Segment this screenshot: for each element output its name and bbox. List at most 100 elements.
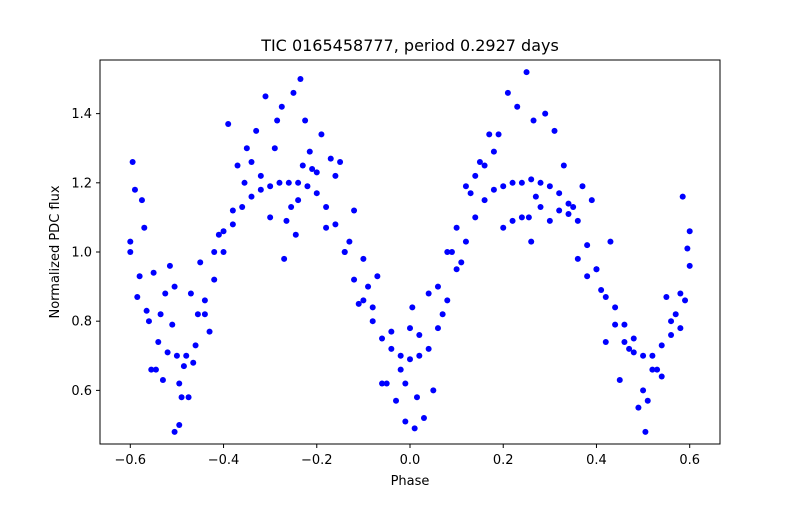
data-point <box>234 162 241 169</box>
data-point <box>176 380 183 387</box>
data-point <box>201 297 208 304</box>
data-point <box>626 345 633 352</box>
data-point <box>360 255 367 262</box>
data-point <box>588 197 595 204</box>
data-point <box>131 186 138 193</box>
data-point <box>129 159 136 166</box>
data-point <box>257 186 264 193</box>
y-axis-label: Normalized PDC flux <box>48 185 63 318</box>
data-point <box>509 217 516 224</box>
data-point <box>481 197 488 204</box>
data-point <box>148 366 155 373</box>
data-point <box>616 377 623 383</box>
data-point <box>374 273 381 280</box>
data-point <box>640 387 647 394</box>
data-point <box>157 311 164 318</box>
data-point <box>668 318 675 325</box>
data-point <box>302 117 309 124</box>
data-point <box>411 425 418 432</box>
data-point <box>677 325 684 332</box>
data-point <box>211 276 218 283</box>
data-point <box>504 89 511 96</box>
data-point <box>306 148 313 155</box>
data-point <box>346 238 353 245</box>
data-point <box>169 321 176 328</box>
data-point <box>574 217 581 224</box>
data-point <box>528 176 535 183</box>
data-point <box>248 193 255 200</box>
data-point <box>369 304 376 311</box>
data-points <box>127 69 693 435</box>
data-point <box>621 338 628 345</box>
data-point <box>239 204 246 211</box>
data-point <box>649 366 656 373</box>
data-point <box>416 352 423 359</box>
data-point <box>467 190 474 197</box>
data-point <box>458 259 465 266</box>
data-point <box>542 110 549 117</box>
data-point <box>229 221 236 228</box>
data-point <box>602 338 609 345</box>
data-point <box>201 311 208 318</box>
data-point <box>388 345 395 352</box>
data-point <box>525 214 532 221</box>
x-tick-label: −0.2 <box>301 453 333 468</box>
y-tick-label: 0.8 <box>71 315 92 330</box>
data-point <box>560 162 567 169</box>
data-point <box>365 283 372 290</box>
data-point <box>379 380 386 387</box>
data-point <box>360 297 367 304</box>
data-point <box>556 207 563 214</box>
data-point <box>295 197 302 204</box>
data-point <box>136 273 143 280</box>
data-point <box>425 290 432 297</box>
data-point <box>220 249 227 255</box>
data-point <box>686 262 693 269</box>
x-tick-label: 0.2 <box>493 453 514 468</box>
data-point <box>127 249 134 255</box>
data-point <box>602 293 609 300</box>
data-point <box>143 307 150 314</box>
data-point <box>663 293 670 300</box>
data-point <box>327 155 334 162</box>
data-point <box>257 172 264 179</box>
data-point <box>262 93 269 100</box>
data-point <box>278 103 285 110</box>
data-point <box>388 328 395 335</box>
data-point <box>178 394 185 401</box>
data-point <box>630 335 637 342</box>
data-point <box>407 356 413 363</box>
data-point <box>612 321 619 328</box>
data-point <box>292 231 299 238</box>
data-point <box>134 293 141 300</box>
data-point <box>253 127 260 134</box>
data-point <box>546 183 553 190</box>
data-point <box>495 131 502 138</box>
chart-title: TIC 0165458777, period 0.2927 days <box>260 36 559 55</box>
data-point <box>420 415 427 422</box>
data-point <box>430 387 437 394</box>
data-point <box>640 352 647 359</box>
data-point <box>402 418 409 425</box>
data-point <box>621 321 628 328</box>
data-point <box>171 283 178 290</box>
data-point <box>304 183 311 190</box>
data-point <box>332 172 339 179</box>
data-point <box>416 332 423 339</box>
data-point <box>425 345 432 352</box>
data-point <box>612 304 619 311</box>
data-point <box>397 352 404 359</box>
data-point <box>206 328 213 335</box>
data-point <box>337 159 344 166</box>
data-point <box>579 183 586 190</box>
data-point <box>523 69 530 76</box>
data-point <box>194 311 201 318</box>
data-point <box>351 207 358 214</box>
data-point <box>679 193 686 200</box>
data-point <box>187 290 194 297</box>
data-point <box>518 179 525 186</box>
data-point <box>476 159 483 166</box>
data-point <box>407 325 413 332</box>
data-point <box>173 352 180 359</box>
y-tick-label: 1.0 <box>71 246 92 261</box>
